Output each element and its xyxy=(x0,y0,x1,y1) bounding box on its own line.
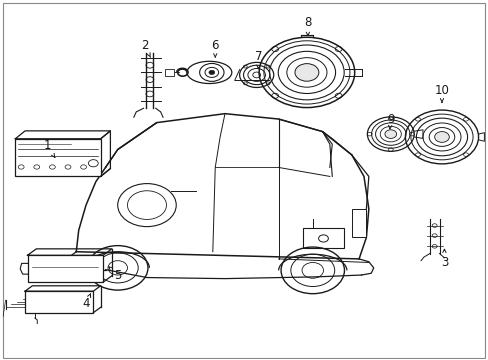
Text: 10: 10 xyxy=(434,84,448,103)
FancyBboxPatch shape xyxy=(164,69,174,76)
FancyBboxPatch shape xyxy=(15,139,101,176)
Text: 3: 3 xyxy=(440,249,447,269)
Text: 6: 6 xyxy=(211,39,219,58)
Text: 2: 2 xyxy=(141,39,150,57)
FancyBboxPatch shape xyxy=(25,291,93,313)
Text: 1: 1 xyxy=(43,139,55,158)
Circle shape xyxy=(384,130,396,138)
FancyBboxPatch shape xyxy=(27,255,103,282)
Text: 8: 8 xyxy=(304,16,311,36)
FancyBboxPatch shape xyxy=(303,228,344,248)
Circle shape xyxy=(208,70,214,75)
Text: 7: 7 xyxy=(255,50,263,69)
Text: 4: 4 xyxy=(82,294,90,310)
FancyBboxPatch shape xyxy=(351,209,366,237)
Text: 9: 9 xyxy=(386,113,394,129)
Circle shape xyxy=(294,64,318,81)
Circle shape xyxy=(434,132,448,142)
Text: 5: 5 xyxy=(108,267,121,282)
